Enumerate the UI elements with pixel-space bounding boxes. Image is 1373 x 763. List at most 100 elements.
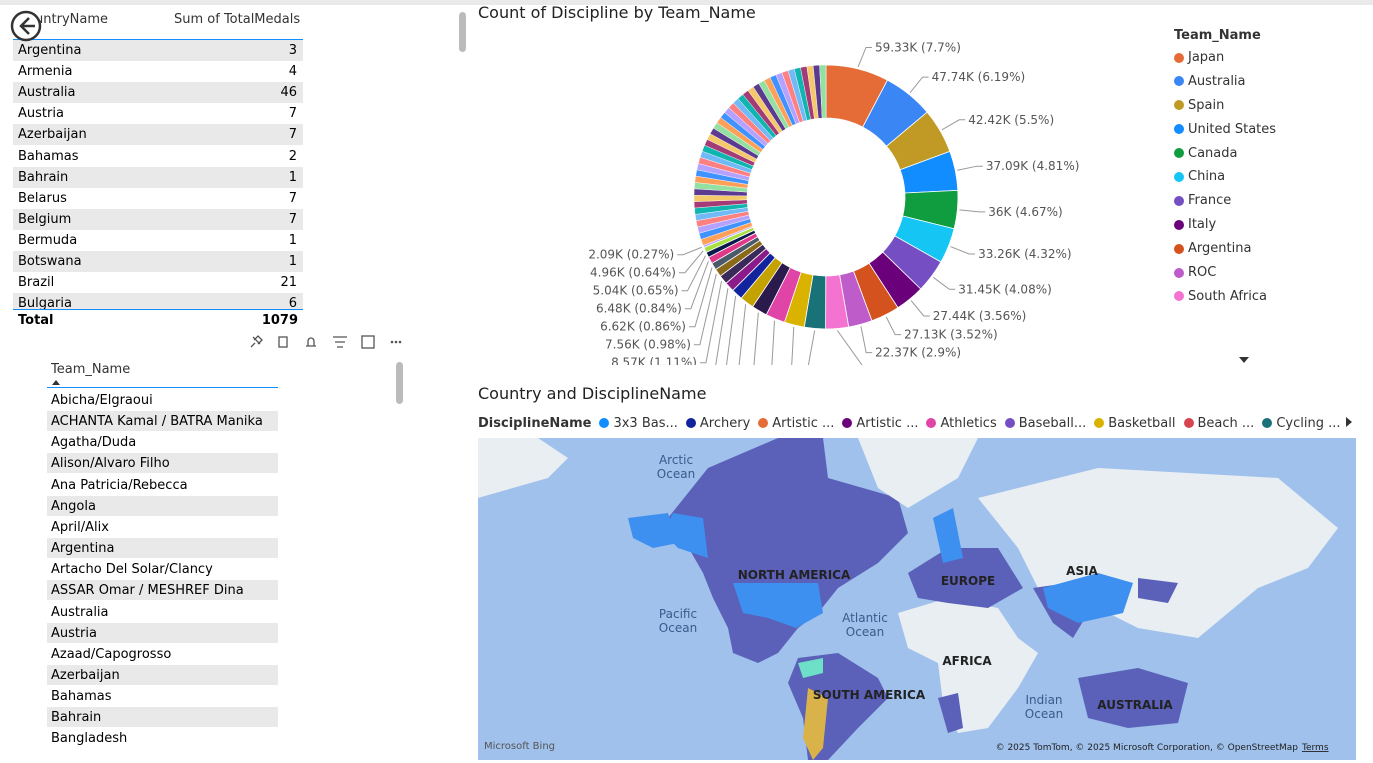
table-row: Bahrain 1 [13, 166, 303, 188]
medals-cell: 1 [288, 169, 297, 185]
legend-item[interactable]: ROC [1174, 265, 1364, 280]
leader-line [791, 327, 795, 365]
legend-item[interactable]: Italy [1174, 217, 1364, 232]
slicer-item[interactable]: Abicha/Elgraoui [47, 390, 278, 410]
sort-arrow[interactable] [51, 378, 63, 386]
copy-icon[interactable] [278, 336, 288, 348]
back-button[interactable] [8, 8, 44, 44]
slicer-item[interactable]: April/Alix [47, 516, 278, 537]
slicer-item[interactable]: ACHANTA Kamal / BATRA Manika [47, 411, 278, 432]
map-label: SOUTH AMERICA [813, 688, 926, 702]
slicer-item[interactable]: Alison/Alvaro Filho [47, 453, 278, 474]
slicer-item[interactable]: Bangladesh [47, 728, 278, 749]
leader-line [681, 255, 706, 292]
legend-label: South Africa [1188, 288, 1267, 304]
legend-swatch [1183, 418, 1194, 428]
slicer-rule [47, 387, 278, 388]
data-label: 27.13K (3.52%) [904, 328, 998, 342]
map-legend-item[interactable]: 3x3 Bas... [599, 416, 678, 431]
table-body: Argentina 3 Armenia 4 Australia 46 Austria 7 Aze… [0, 0, 310, 309]
slicer-item[interactable]: Azerbaijan [47, 664, 278, 685]
pin-icon[interactable] [250, 335, 263, 348]
slicer-item[interactable]: Agatha/Duda [47, 432, 278, 453]
legend-item[interactable]: France [1174, 193, 1364, 208]
leader-line [715, 288, 729, 365]
legend-label: United States [1188, 121, 1277, 137]
legend-swatch [1094, 418, 1105, 428]
terms-link[interactable]: Terms [1301, 743, 1329, 753]
slicer-item[interactable]: Angola [47, 495, 278, 516]
total-label: Total [18, 313, 54, 328]
column-header[interactable]: Sum of TotalMedals [174, 12, 301, 27]
leader-line [807, 330, 816, 365]
medals-cell: 7 [288, 127, 297, 143]
legend-label: Basketball [1108, 415, 1176, 431]
leader-line [725, 295, 737, 365]
leader-line [950, 246, 976, 255]
legend-swatch [926, 418, 937, 428]
slicer-item[interactable]: Australia [47, 601, 278, 622]
slicer-item[interactable]: Ana Patricia/Rebecca [47, 474, 278, 495]
map-legend-title: DisciplineName [478, 415, 592, 431]
country-cell: Armenia [18, 64, 73, 80]
slicer-item[interactable]: Austria [47, 622, 278, 643]
more-icon[interactable] [390, 340, 402, 344]
legend-swatch [1262, 418, 1273, 428]
map-label: ASIA [1066, 564, 1098, 578]
slicer-item[interactable]: Bahrain [47, 707, 278, 728]
legend-item[interactable]: United States [1174, 122, 1364, 137]
slicer-item[interactable]: Artacho Del Solar/Clancy [47, 559, 278, 580]
map-legend-item[interactable]: Athletics [926, 416, 997, 431]
medals-cell: 46 [280, 85, 297, 101]
country-cell: Botswana [18, 254, 82, 269]
map-legend-item[interactable]: Archery [685, 415, 751, 431]
map-legend-item[interactable]: Baseball... [1004, 416, 1086, 431]
legend-item[interactable]: Canada [1174, 146, 1364, 161]
legend-label: Australia [1188, 73, 1246, 89]
map-legend-item[interactable]: Basketball [1094, 415, 1176, 431]
table-row: Bulgaria 6 [13, 293, 303, 309]
slicer-item[interactable]: Bahamas [47, 686, 278, 707]
medals-cell: 7 [288, 211, 297, 227]
map-legend-item[interactable]: Artistic ... [758, 416, 834, 431]
legend-swatch [1174, 195, 1184, 206]
legend-next[interactable] [1344, 416, 1354, 428]
header-rule [13, 39, 303, 40]
legend-item[interactable]: Australia [1174, 74, 1364, 89]
country-cell: Belarus [18, 190, 67, 206]
leader-line [693, 273, 717, 346]
leader-line [957, 165, 983, 171]
legend-label: Archery [699, 415, 751, 431]
slicer-item[interactable]: ASSAR Omar / MESHREF Dina [47, 580, 278, 601]
legend-swatch [842, 418, 853, 428]
slicer-item[interactable]: Azaad/Capogrosso [47, 643, 278, 664]
focus-icon[interactable] [361, 335, 375, 349]
slicer-item[interactable]: Argentina [47, 538, 278, 559]
scrollbar[interactable] [459, 12, 466, 52]
map-label: AFRICA [942, 654, 992, 668]
filter-icon[interactable] [333, 336, 347, 348]
map-legend-item[interactable]: Artistic ... [842, 416, 918, 431]
map-legend: DisciplineName 3x3 Bas... Archery Artistic… [478, 414, 1348, 432]
slicer-title: Team_Name [51, 362, 131, 377]
alert-icon[interactable] [306, 337, 316, 347]
legend-item[interactable]: China [1174, 169, 1364, 184]
map-legend-item[interactable]: Beach ... [1183, 416, 1254, 431]
legend-swatch [1174, 148, 1184, 159]
scrollbar[interactable] [396, 362, 403, 404]
legend-item[interactable]: Spain [1174, 98, 1364, 113]
legend-item[interactable]: South Africa [1174, 289, 1364, 304]
legend-swatch [758, 418, 769, 428]
country-cell: Bermuda [18, 232, 78, 248]
legend-item[interactable]: Argentina [1174, 241, 1364, 256]
data-label: 7.56K (0.98%) [605, 338, 691, 352]
legend-swatch [1174, 100, 1184, 111]
legend-item[interactable]: Japan [1174, 50, 1364, 65]
country-cell: Belgium [18, 211, 72, 227]
legend-more[interactable] [1238, 355, 1252, 365]
leader-line [909, 76, 929, 93]
map-legend-item[interactable]: Cycling ... [1262, 416, 1340, 431]
legend-swatch [1174, 124, 1184, 135]
data-label: 59.33K (7.7%) [875, 40, 961, 54]
